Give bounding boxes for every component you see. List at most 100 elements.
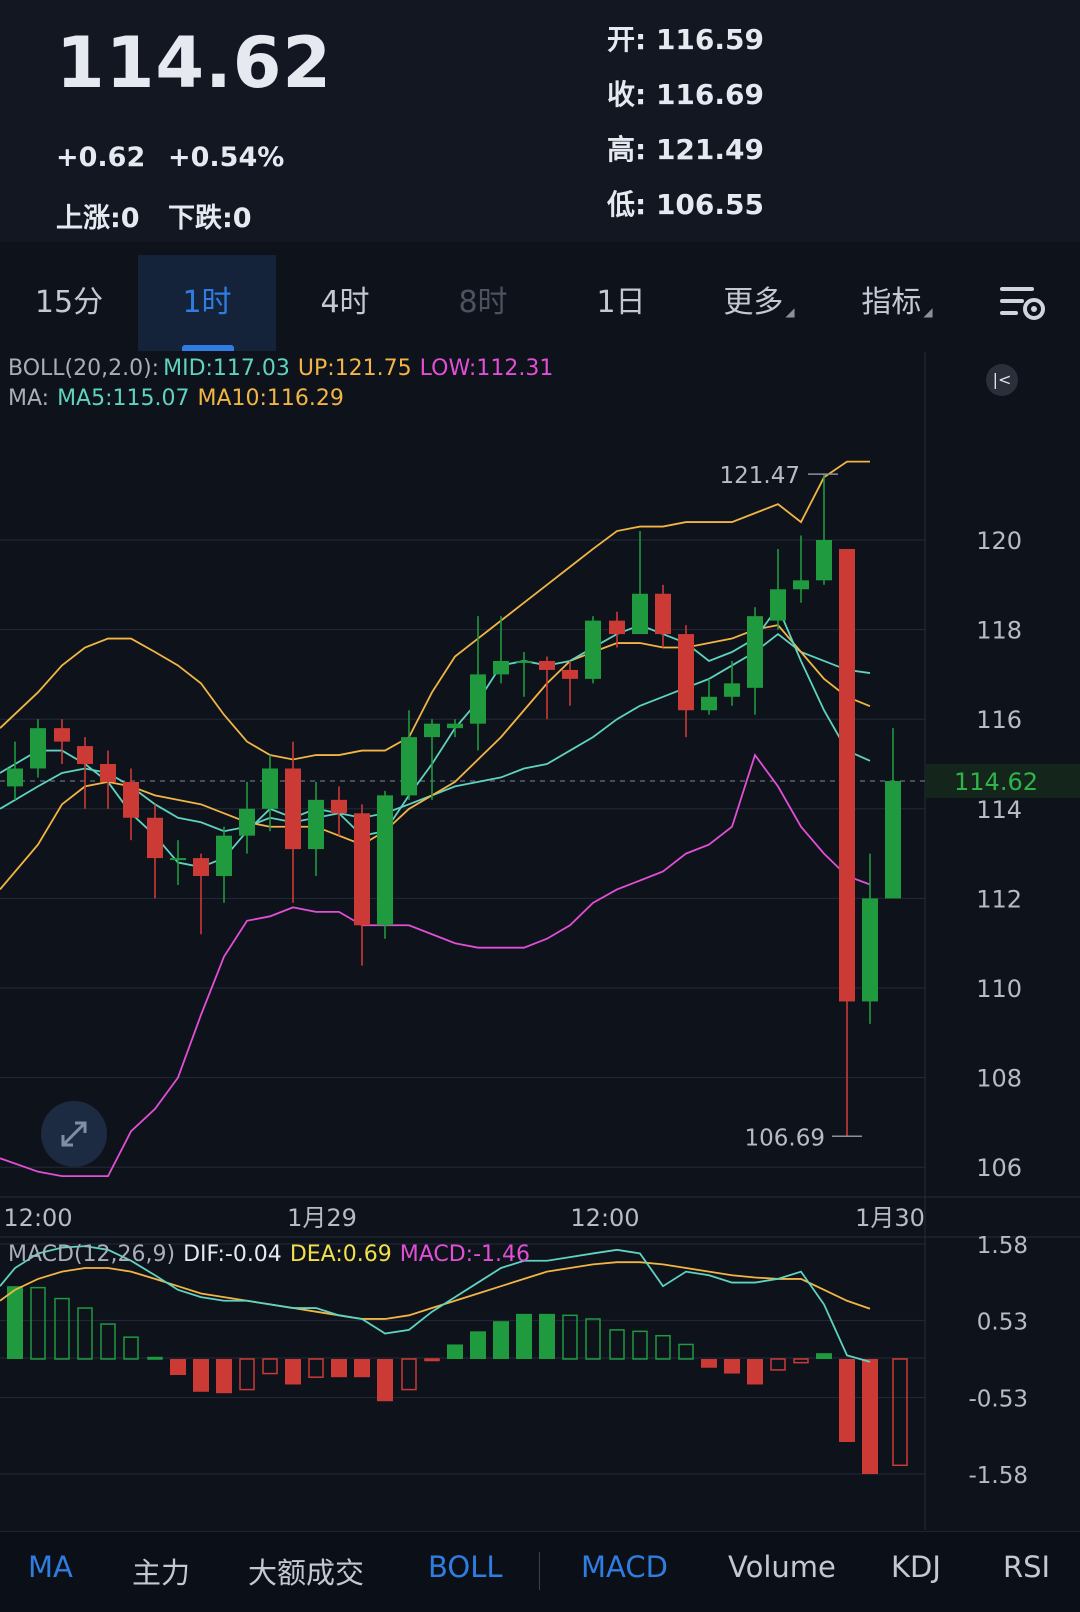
macd-histogram-bar [724,1359,740,1374]
macd-histogram-bar [193,1359,209,1392]
indicator-tab-volume[interactable]: Volume [728,1550,836,1584]
min-price-label: 106.69 [745,1125,825,1151]
macd-histogram-bar [470,1331,486,1359]
active-tab-indicator [182,345,234,351]
macd-histogram-bar [816,1353,832,1359]
tab-label: 4时 [320,285,370,320]
candle-body [885,781,901,899]
ma-legend: MA: MA5:115.07 MA10:116.29 [8,386,352,411]
indicator-tab-boll[interactable]: BOLL [428,1550,503,1584]
time-axis-label: 12:00 [570,1204,639,1232]
candle-body [793,580,809,590]
tab-indicators[interactable]: 指标 ◢ [828,255,966,351]
candle-body [470,674,486,724]
macd-histogram-bar [77,1307,93,1360]
candle-body [862,898,878,1002]
candle-body [678,634,694,711]
candle-body [193,858,209,876]
candle-body [447,723,463,729]
candle-body [216,835,232,876]
indicator-tab-kdj[interactable]: KDJ [891,1550,941,1584]
fullscreen-expand-icon[interactable] [41,1101,107,1167]
macd-legend: MACD(12,26,9) DIF:-0.04 DEA:0.69 MACD:-1.46 [8,1242,538,1267]
tab-label: 15分 [34,285,104,320]
open-price: 开: 116.59 [607,23,764,56]
price-change: +0.62 [56,142,146,173]
dropdown-triangle-icon: ◢ [785,305,795,319]
candle-body [585,620,601,679]
macd-histogram-bar [447,1344,463,1359]
time-axis-label: 1月30 [855,1204,925,1232]
macd-histogram-bar [377,1359,393,1402]
ma-prefix: MA: [8,386,50,411]
period-tab-bar: 15分 1时 4时 8时 1日 更多 ◢ 指标 ◢ [0,255,1080,351]
indicator-tab-macd[interactable]: MACD [581,1550,668,1584]
price-tick-label: 120 [976,527,1022,555]
price-tick-label: 106 [976,1154,1022,1182]
tab-label: 更多 [723,285,784,320]
candle-body [401,737,417,796]
candle-body [77,746,93,764]
candle-body [308,799,324,850]
chart-settings-icon[interactable] [998,283,1046,323]
boll-low: LOW:112.31 [419,356,554,381]
macd-histogram-bar [516,1313,532,1359]
last-price-tag-bg [926,764,1080,799]
tab-label: 1日 [596,285,646,320]
max-price-label: 121.47 [720,463,800,489]
quote-header: 114.62 +0.62 +0.54% 上涨:0 下跌:0 开: 116.59 … [0,0,1080,242]
tab-more[interactable]: 更多 ◢ [690,255,828,351]
macd-histogram-bar [170,1359,186,1376]
macd-value: MACD:-1.46 [399,1242,530,1267]
candle-body [539,660,555,670]
tab-4h[interactable]: 4时 [276,255,414,351]
tab-1h[interactable]: 1时 [138,255,276,351]
price-tick-label: 112 [976,885,1022,913]
ma5-value: MA5:115.07 [57,386,190,411]
collapse-panel-icon[interactable]: |< [986,364,1018,396]
candle-body [170,858,186,861]
macd-histogram-bar [747,1359,763,1385]
indicator-tab-large-trades[interactable]: 大额成交 [248,1556,365,1590]
high-price: 高: 121.49 [607,133,764,166]
boll-mid: MID:117.03 [163,356,290,381]
tab-divider [539,1552,540,1590]
candle-body [493,660,509,675]
tab-1d[interactable]: 1日 [552,255,690,351]
candle-body [816,540,832,581]
macd-histogram-bar [585,1318,601,1360]
price-tick-label: 108 [976,1065,1022,1093]
indicator-tab-ma[interactable]: MA [28,1550,73,1584]
boll-up: UP:121.75 [297,356,412,381]
candle-body [701,696,717,711]
candle-body [424,723,440,738]
candle-body [262,768,278,809]
up-count: 上涨:0 [56,203,140,234]
macd-histogram-bar [793,1358,809,1364]
candle-body [562,669,578,679]
boll-mid-line [0,632,871,833]
price-tick-label: 114 [976,796,1022,824]
close-price: 收: 116.69 [607,78,764,111]
macd-histogram-bar [308,1358,324,1378]
tab-8h[interactable]: 8时 [414,255,552,351]
candle-body [30,728,46,769]
macd-histogram-bar [655,1334,671,1360]
macd-histogram-bar [892,1358,908,1467]
time-axis-label: 1月29 [287,1204,357,1232]
candle-body [354,813,370,926]
ma10-value: MA10:116.29 [197,386,344,411]
macd-dea-line [0,1261,871,1320]
last-price-tag: 114.62 [954,768,1038,796]
indicator-tab-main-force[interactable]: 主力 [132,1556,191,1590]
macd-histogram-bar [331,1359,347,1378]
macd-histogram-bar [285,1359,301,1385]
candle-body [839,548,855,1002]
macd-dea: DEA:0.69 [289,1242,392,1267]
indicator-tab-rsi[interactable]: RSI [1003,1550,1051,1584]
macd-histogram-bar [216,1359,232,1394]
price-tick-label: 116 [976,706,1022,734]
tab-15min[interactable]: 15分 [0,255,138,351]
candle-body [7,768,23,787]
